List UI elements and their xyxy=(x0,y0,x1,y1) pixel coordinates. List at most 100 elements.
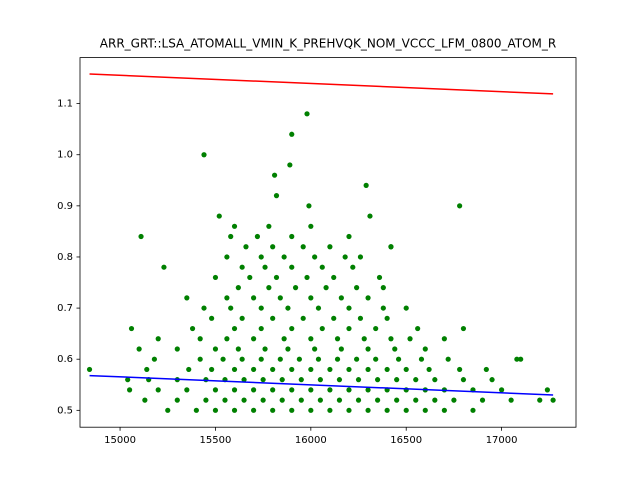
point xyxy=(357,254,364,260)
point xyxy=(243,244,249,250)
x-tick-label: 15500 xyxy=(200,435,232,446)
point xyxy=(235,346,241,352)
point xyxy=(285,305,291,311)
point xyxy=(239,315,245,321)
y-tick-label: 0.7 xyxy=(57,303,73,314)
y-tick-label: 1.1 xyxy=(57,99,73,110)
point xyxy=(508,397,514,403)
point xyxy=(376,274,383,281)
point xyxy=(258,305,264,311)
point xyxy=(304,111,310,117)
point xyxy=(418,356,425,362)
point xyxy=(292,285,299,291)
point xyxy=(327,407,333,413)
point xyxy=(331,274,337,281)
point xyxy=(273,193,280,199)
point xyxy=(308,387,314,393)
point xyxy=(228,305,234,311)
point xyxy=(336,397,343,403)
point xyxy=(315,356,322,362)
point xyxy=(338,346,344,352)
point xyxy=(441,336,447,342)
point xyxy=(365,346,371,352)
point xyxy=(365,295,371,301)
point xyxy=(457,366,463,373)
point xyxy=(212,346,219,352)
point xyxy=(296,356,302,362)
y-tick-label: 0.9 xyxy=(57,201,73,212)
point xyxy=(346,305,352,311)
point xyxy=(189,325,196,332)
point xyxy=(373,356,379,362)
fit-line xyxy=(89,73,554,95)
point xyxy=(537,397,543,403)
point xyxy=(231,366,238,373)
point xyxy=(270,315,276,321)
point xyxy=(161,264,167,270)
point xyxy=(239,356,245,362)
point xyxy=(319,325,325,332)
point xyxy=(231,325,238,332)
point xyxy=(334,336,341,342)
point xyxy=(375,397,381,403)
point xyxy=(300,315,306,321)
point xyxy=(142,397,148,403)
point xyxy=(289,325,295,332)
plot-frame xyxy=(79,57,577,428)
point xyxy=(212,274,219,281)
point xyxy=(363,182,369,189)
x-tick-label: 17000 xyxy=(486,435,518,446)
point xyxy=(279,377,285,383)
point xyxy=(355,397,362,403)
point xyxy=(346,366,352,373)
point xyxy=(285,346,291,352)
point xyxy=(201,305,207,311)
point xyxy=(334,356,341,362)
point xyxy=(375,377,381,383)
point xyxy=(346,387,352,393)
point xyxy=(86,366,93,373)
point xyxy=(174,397,180,403)
point xyxy=(231,387,238,393)
point xyxy=(241,377,247,383)
point xyxy=(281,336,287,342)
point xyxy=(155,336,161,342)
point xyxy=(212,407,219,413)
point xyxy=(239,264,245,270)
point xyxy=(300,244,306,250)
point xyxy=(544,387,550,393)
point xyxy=(365,407,371,413)
point xyxy=(174,346,180,352)
point xyxy=(251,387,257,393)
point xyxy=(184,295,190,301)
point xyxy=(312,346,318,352)
point xyxy=(392,346,398,352)
point xyxy=(308,223,314,229)
point xyxy=(422,407,428,413)
point xyxy=(298,377,304,383)
point xyxy=(144,366,150,373)
chart-title: ARR_GRT::LSA_ATOMALL_VMIN_K_PREHVQK_NOM_… xyxy=(100,37,556,51)
point xyxy=(354,285,360,291)
point xyxy=(289,366,295,373)
point xyxy=(460,325,467,332)
point xyxy=(209,366,215,373)
point xyxy=(460,377,467,383)
point xyxy=(289,264,295,270)
point xyxy=(231,407,238,413)
point xyxy=(220,356,226,362)
point xyxy=(350,264,356,270)
point xyxy=(224,295,230,301)
point xyxy=(289,233,295,240)
point xyxy=(298,397,304,403)
point xyxy=(247,274,253,281)
point xyxy=(394,377,400,383)
point xyxy=(342,254,348,260)
point xyxy=(165,407,171,413)
point xyxy=(346,233,352,240)
point xyxy=(550,397,556,403)
point xyxy=(277,356,283,362)
point xyxy=(270,366,276,373)
point xyxy=(270,387,276,393)
point xyxy=(308,366,314,373)
